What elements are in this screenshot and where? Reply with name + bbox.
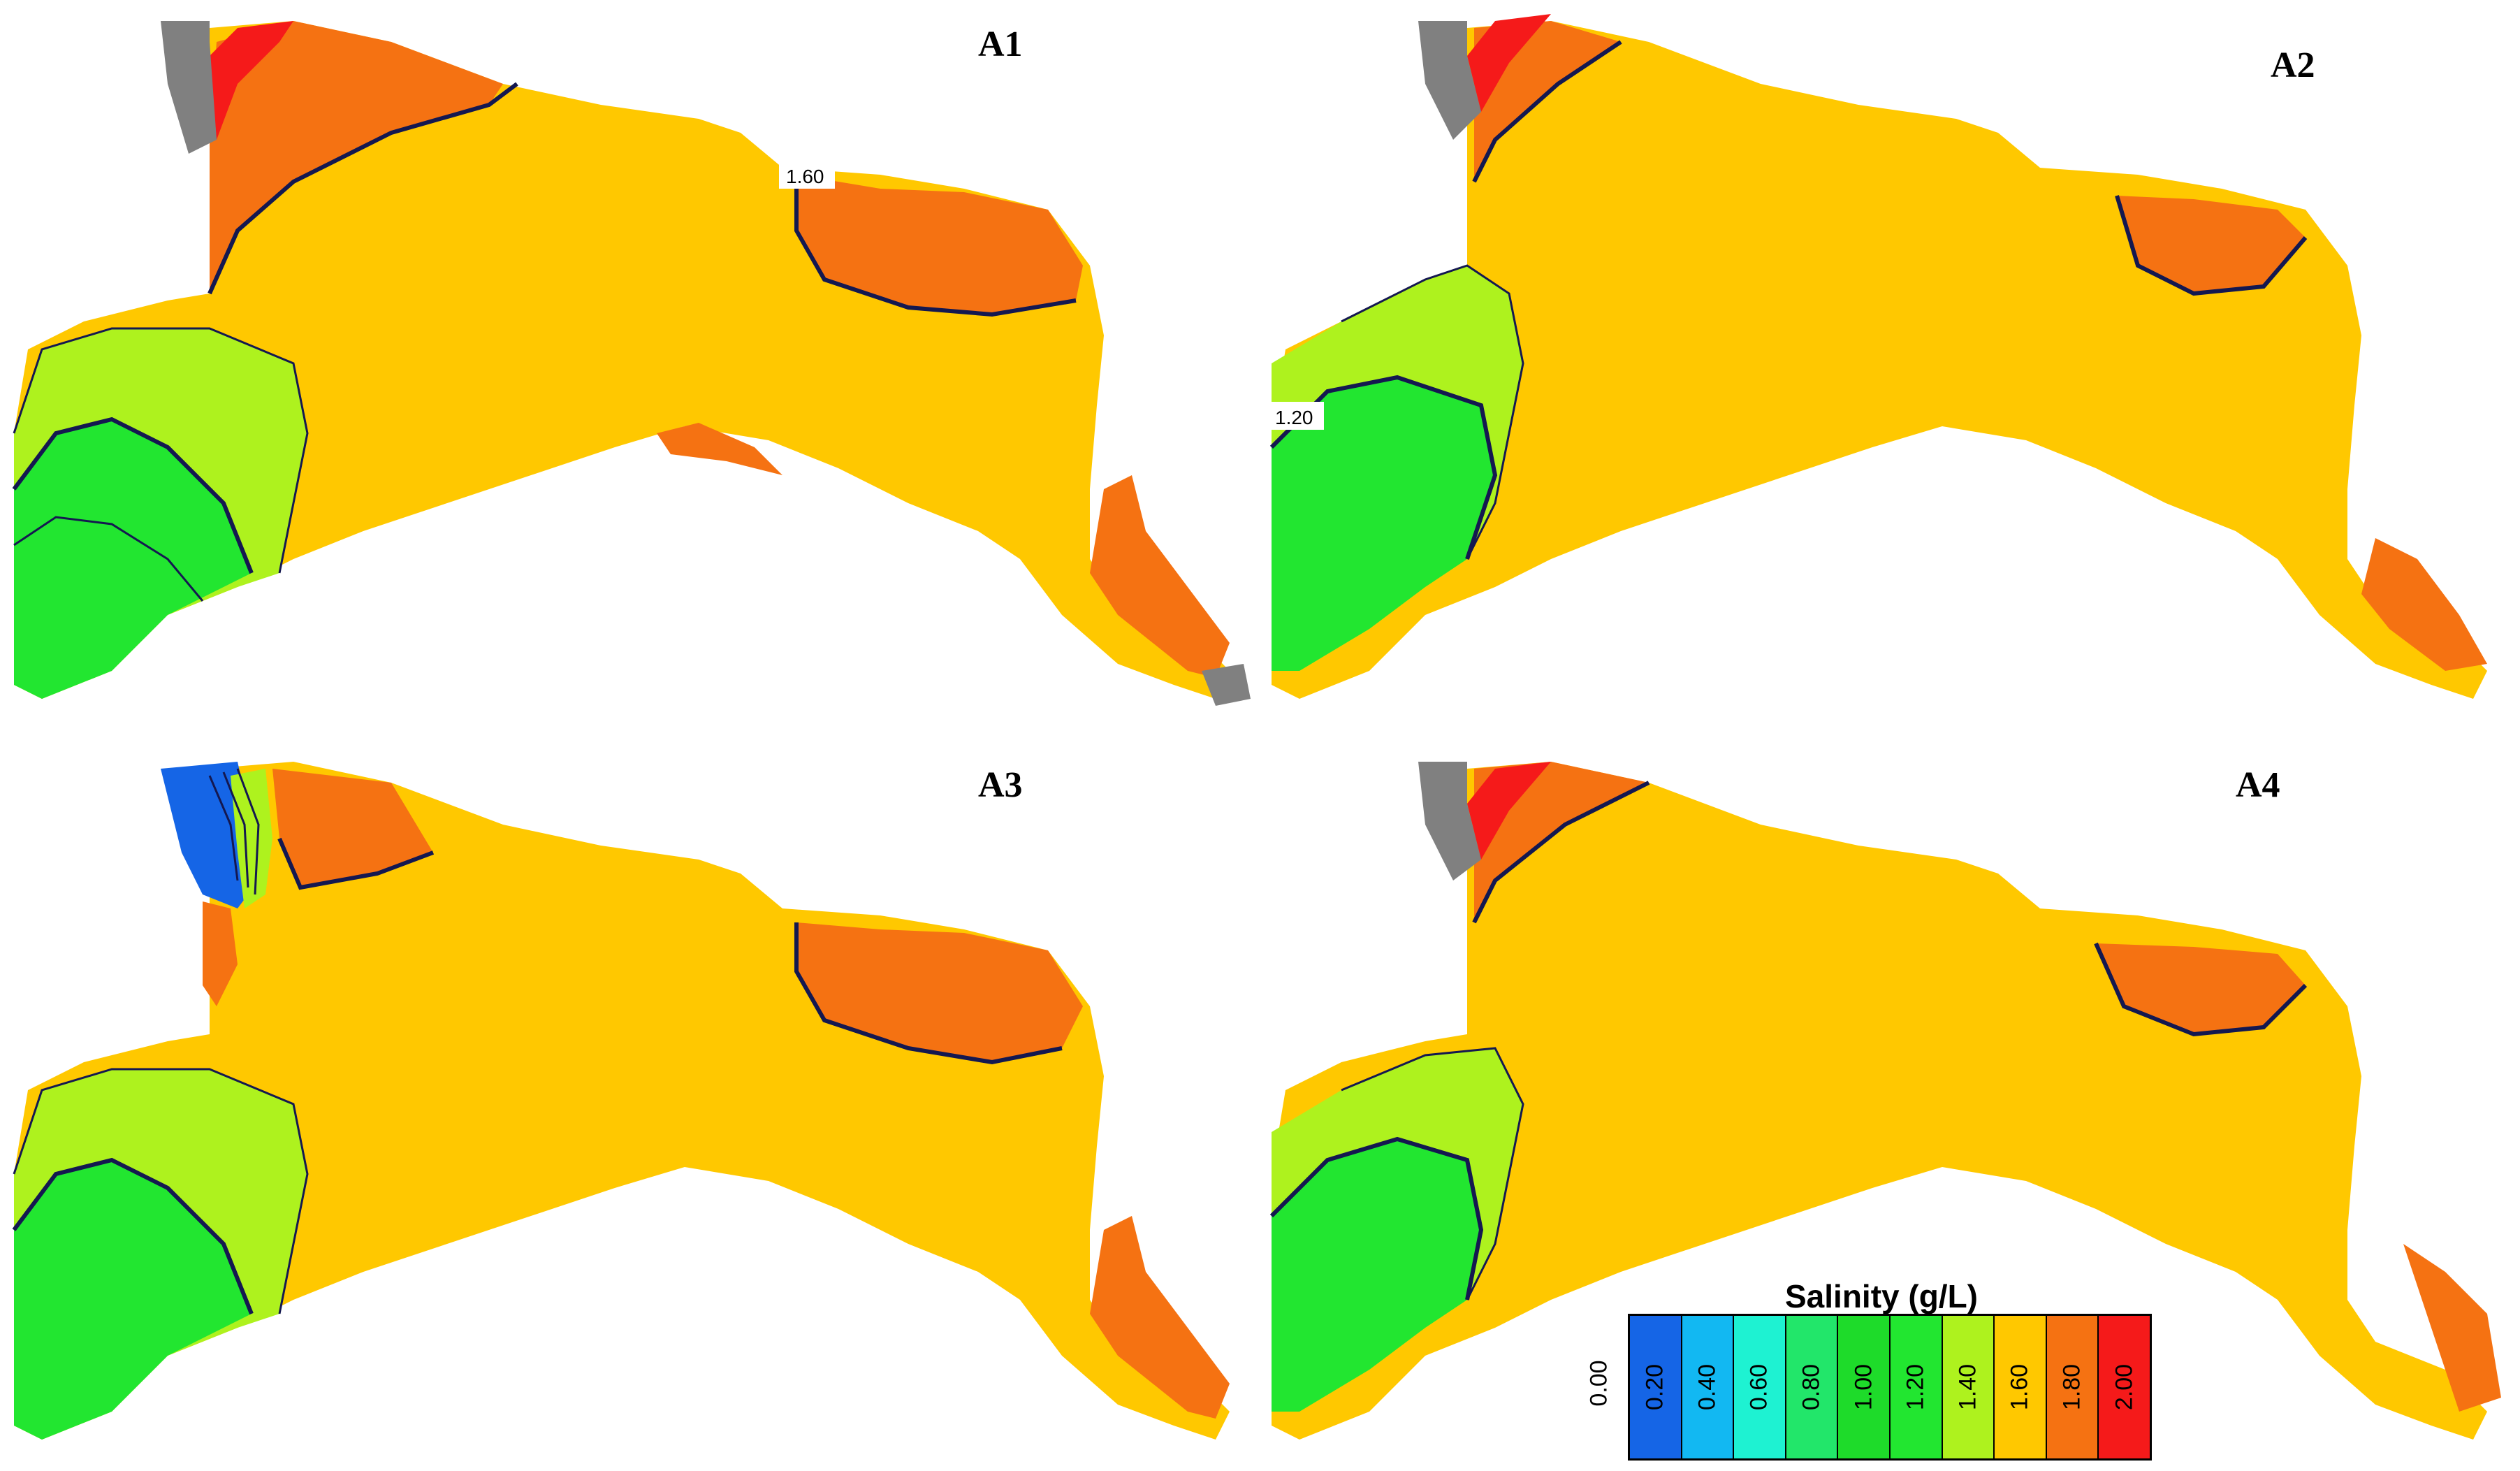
contour-1-60 bbox=[1472, 781, 1650, 924]
contour-1-20 bbox=[12, 416, 254, 574]
contour-label-1-20: 1.20 bbox=[1275, 407, 1313, 428]
contour-1-60-north bbox=[277, 837, 435, 890]
zone-1-80-southeast bbox=[1090, 1216, 1230, 1419]
zone-1-80-east bbox=[2096, 943, 2306, 1034]
panel-a4: A4 bbox=[1258, 741, 2515, 1468]
zone-1-80-east bbox=[796, 175, 1083, 314]
map-a2: 1.20 A2 bbox=[1268, 14, 2487, 699]
zone-1-80-southeast bbox=[2361, 538, 2487, 671]
zone-1-80-north bbox=[272, 769, 433, 887]
map-a4: A4 bbox=[1269, 762, 2501, 1440]
lake-body bbox=[14, 21, 1230, 699]
legend-color-scale: 0.20 0.40 0.60 0.80 1.00 1.20 1.40 1.60 … bbox=[1628, 1314, 2152, 1461]
zone-2-00-north bbox=[1467, 762, 1551, 860]
legend-tick: 1.40 bbox=[1954, 1363, 1981, 1411]
legend-class-1-20: 1.20 bbox=[1890, 1316, 1943, 1458]
contour-1-40 bbox=[13, 327, 309, 574]
map-a1: 1.60 A1 bbox=[12, 21, 1251, 706]
zone-1-60 bbox=[1272, 21, 2487, 699]
legend-class-0-80: 0.80 bbox=[1786, 1316, 1839, 1458]
contours bbox=[1269, 40, 2308, 560]
contour-1-60 bbox=[1472, 40, 1622, 183]
zone-1-60 bbox=[14, 762, 1230, 1440]
contour-1-60-east bbox=[794, 922, 1063, 1065]
legend-tick: 0.20 bbox=[1641, 1363, 1668, 1411]
zone-1-60 bbox=[14, 21, 1230, 699]
contour-north-3 bbox=[236, 768, 260, 895]
legend-tick: 1.00 bbox=[1850, 1363, 1877, 1411]
contour-1-00 bbox=[13, 516, 204, 602]
zone-gray-north bbox=[1418, 762, 1481, 881]
panel-a3: A3 bbox=[0, 741, 1258, 1468]
legend-tick: 1.80 bbox=[2058, 1363, 2085, 1411]
zone-gray-north bbox=[1418, 21, 1481, 140]
zone-mid-north bbox=[231, 769, 272, 908]
zone-gray-southeast bbox=[1202, 664, 1251, 706]
contour-1-60-east bbox=[2115, 195, 2308, 296]
contour-1-60-east bbox=[2094, 942, 2308, 1037]
panel-label: A3 bbox=[978, 765, 1023, 805]
panel-label: A2 bbox=[2271, 45, 2315, 85]
contour-1-20 bbox=[1269, 1136, 1484, 1300]
contour-1-40 bbox=[1341, 1047, 1524, 1300]
legend-class-1-00: 1.00 bbox=[1838, 1316, 1891, 1458]
panel-a2: 1.20 A2 bbox=[1258, 0, 2515, 727]
contour-1-20 bbox=[1269, 375, 1498, 560]
zone-1-80-southeast bbox=[1090, 475, 1230, 678]
legend-tick: 0.60 bbox=[1745, 1363, 1772, 1411]
contours bbox=[12, 82, 1077, 602]
legend-tick: 1.20 bbox=[1902, 1363, 1929, 1411]
contours bbox=[12, 768, 1063, 1315]
zone-1-20 bbox=[14, 419, 252, 699]
contour-north-2 bbox=[222, 771, 249, 888]
contours bbox=[1269, 781, 2308, 1300]
zone-1-80-north bbox=[210, 21, 503, 294]
zone-2-00-north bbox=[1467, 14, 1551, 112]
zone-1-80-southeast bbox=[2403, 1244, 2501, 1412]
zone-1-60 bbox=[1272, 762, 2487, 1440]
contour-1-20 bbox=[12, 1157, 254, 1315]
map-a3: A3 bbox=[12, 762, 1230, 1440]
legend-tick: 0.80 bbox=[1798, 1363, 1825, 1411]
legend-tick: 0.40 bbox=[1694, 1363, 1721, 1411]
contour-1-40 bbox=[13, 1068, 309, 1314]
zone-1-80-west bbox=[203, 901, 238, 1006]
panel-a1: 1.60 A1 bbox=[0, 0, 1258, 727]
contour-label-1-60: 1.60 bbox=[786, 166, 824, 187]
legend-zero-label: 0.00 bbox=[1585, 1360, 1612, 1407]
zone-1-80-north bbox=[1474, 762, 1649, 922]
legend-tick: 2.00 bbox=[2111, 1363, 2138, 1411]
contour-label-box bbox=[1268, 402, 1324, 430]
zone-1-20 bbox=[14, 1160, 252, 1440]
zone-1-80-east bbox=[2117, 196, 2306, 294]
zone-1-20 bbox=[1272, 1139, 1481, 1412]
legend-class-1-80: 1.80 bbox=[2046, 1316, 2099, 1458]
panel-label: A4 bbox=[2236, 765, 2280, 805]
zone-1-80-north bbox=[1474, 21, 1621, 182]
legend-class-1-40: 1.40 bbox=[1942, 1316, 1995, 1458]
contour-1-60-east bbox=[794, 175, 1077, 317]
zone-1-80-east bbox=[796, 922, 1083, 1062]
zone-gray-north bbox=[161, 21, 217, 154]
legend-class-0-20: 0.20 bbox=[1630, 1316, 1682, 1458]
panel-label: A1 bbox=[978, 24, 1023, 64]
contour-label-box bbox=[779, 161, 835, 189]
legend-class-1-60: 1.60 bbox=[1995, 1316, 2047, 1458]
zone-1-80-south bbox=[657, 423, 782, 475]
legend-tick: 1.60 bbox=[2006, 1363, 2033, 1411]
contour-north-1 bbox=[208, 775, 239, 881]
contour-1-60 bbox=[207, 82, 518, 295]
legend-class-0-40: 0.40 bbox=[1682, 1316, 1735, 1458]
legend-title: Salinity (g/L) bbox=[1785, 1278, 1978, 1314]
legend-class-0-60: 0.60 bbox=[1734, 1316, 1786, 1458]
zone-1-20 bbox=[1272, 377, 1495, 671]
zone-2-00-north bbox=[210, 21, 293, 140]
contour-1-40 bbox=[1341, 264, 1524, 560]
legend-class-2-00: 2.00 bbox=[2099, 1316, 2150, 1458]
